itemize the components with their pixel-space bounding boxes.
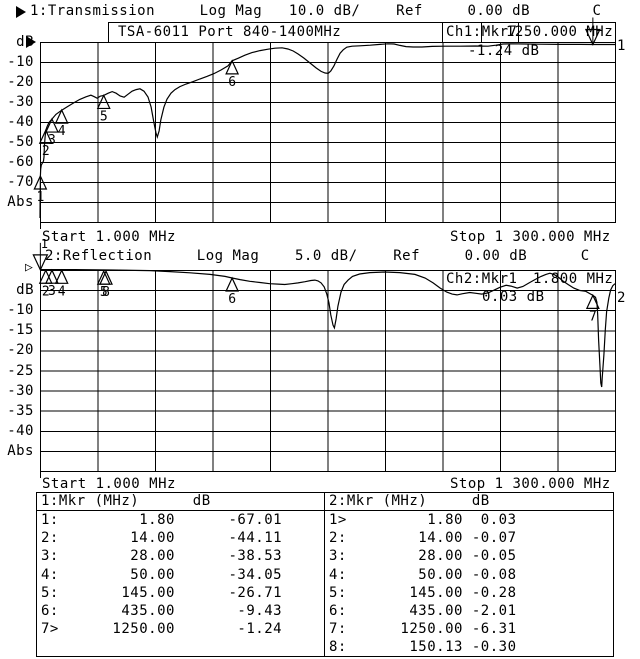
y-axis-label: -60	[7, 154, 34, 170]
y-axis-label: dB	[16, 282, 34, 299]
marker-table-row: 1: 1.80 -67.01	[41, 512, 283, 528]
y-axis-label: -40	[7, 114, 34, 130]
marker-table-row	[37, 638, 324, 656]
channel2-trace-number: 2	[617, 290, 626, 306]
y-axis-label: -15	[7, 322, 34, 339]
y-axis-label: Abs	[7, 442, 34, 459]
channel1-title: 1:Transmission Log Mag 10.0 dB/ Ref 0.00…	[30, 3, 602, 19]
channel2-marker-table-header: 2:Mkr (MHz) dB	[325, 493, 613, 511]
channel2-stop-frequency: Stop 1 300.000 MHz	[450, 476, 611, 492]
y-axis-label: -30	[7, 382, 34, 399]
marker-table-row: 2: 14.00 -0.07	[329, 530, 517, 547]
channel1-marker-frequency: 1250.000 MHz	[506, 24, 614, 40]
trace-title: TSA-6011 Port 840-1400MHz	[118, 24, 342, 40]
channel1-marker-readout-label: Ch1:Mkr7	[446, 24, 518, 40]
marker-table-row: 5: 145.00 -26.71	[41, 584, 283, 601]
y-axis-label: Abs	[7, 194, 34, 210]
marker-table-row: 3: 28.00 -38.53	[41, 548, 283, 565]
band-divider	[518, 22, 519, 42]
marker-table-row: 8: 150.13 -0.30	[329, 639, 517, 656]
channel1-marker-table: 1:Mkr (MHz) dB 1: 1.80 -67.01 2: 14.00 -4…	[36, 492, 325, 657]
channel2-marker-table: 2:Mkr (MHz) dB 1> 1.80 0.03 2: 14.00 -0.0…	[324, 492, 614, 657]
y-axis-label: -25	[7, 362, 34, 379]
y-axis-label: -20	[7, 74, 34, 90]
y-axis-label: -10	[7, 302, 34, 319]
y-axis-label: dB	[16, 34, 34, 50]
channel1-trace-number: 1	[617, 38, 626, 54]
marker-table-row: 5: 145.00 -0.28	[329, 584, 517, 601]
marker-table-row: 6: 435.00 -2.01	[329, 602, 517, 619]
channel1-header-band	[108, 22, 616, 42]
y-axis-label: -35	[7, 402, 34, 419]
marker-table-row: 7: 1250.00 -6.31	[329, 621, 517, 638]
band-divider	[481, 22, 482, 42]
channel2-marker-value: 0.03 dB	[482, 289, 545, 305]
channel2-title: 2:Reflection Log Mag 5.0 dB/ Ref 0.00 dB…	[45, 248, 590, 264]
band-divider	[442, 22, 443, 42]
channel2-start-frequency: Start 1.000 MHz	[42, 476, 176, 492]
channel1-start-frequency: Start 1.000 MHz	[42, 229, 176, 245]
reference-level-pointer-ch2: ▷	[25, 260, 33, 275]
reference-level-pointer-ch1	[26, 36, 36, 48]
x-axis-tick	[40, 472, 41, 478]
y-axis-label: -40	[7, 422, 34, 439]
y-axis-label: -30	[7, 94, 34, 110]
marker-table-row: 2: 14.00 -44.11	[41, 530, 283, 547]
active-channel-icon	[16, 6, 26, 18]
marker-table-row: 4: 50.00 -34.05	[41, 566, 283, 583]
marker-table-row: 4: 50.00 -0.08	[329, 566, 517, 583]
channel1-plot-area[interactable]	[40, 42, 616, 223]
marker-table-row: 6: 435.00 -9.43	[41, 602, 283, 619]
y-axis-label: -50	[7, 134, 34, 150]
channel2-marker-frequency: 1.800 MHz	[533, 271, 614, 287]
marker-table-row: 7> 1250.00 -1.24	[41, 621, 283, 638]
channel1-stop-frequency: Stop 1 300.000 MHz	[450, 229, 611, 245]
channel1-marker-table-header: 1:Mkr (MHz) dB	[37, 493, 324, 511]
y-axis-label: -70	[7, 174, 34, 190]
y-axis-label: -20	[7, 342, 34, 359]
marker-table-row: 1> 1.80 0.03	[329, 512, 517, 528]
x-axis-tick	[40, 223, 41, 229]
marker-table-row: 3: 28.00 -0.05	[329, 548, 517, 565]
channel2-marker-readout-label: Ch2:Mkr1	[446, 271, 518, 287]
y-axis-label: -10	[7, 54, 34, 70]
